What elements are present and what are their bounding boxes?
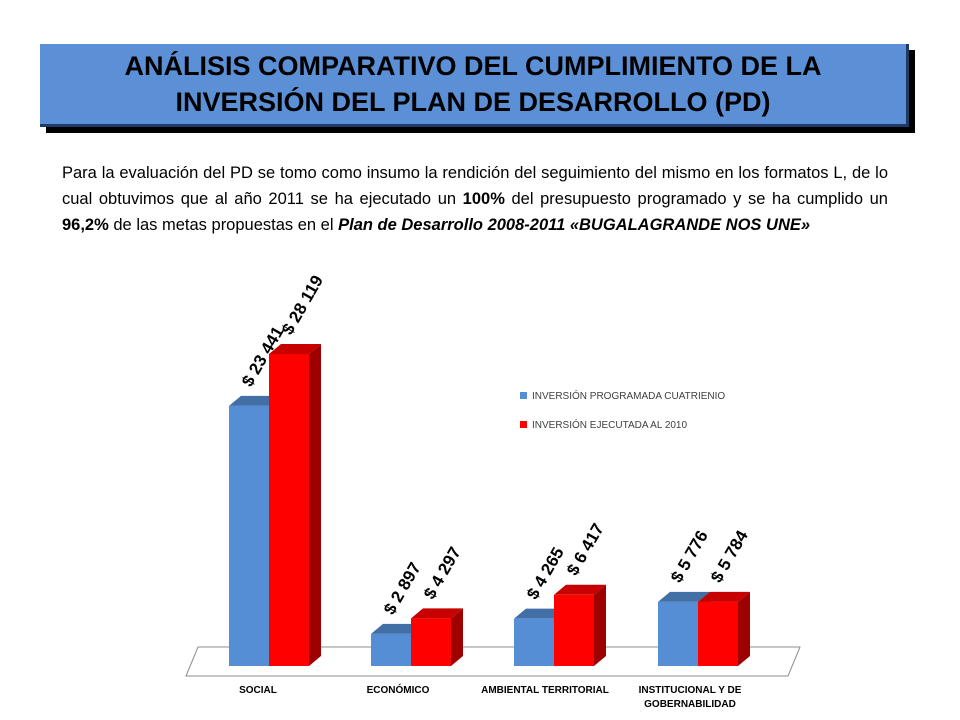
- category-label: AMBIENTAL TERRITORIAL: [481, 685, 609, 696]
- bar-front: [269, 354, 309, 666]
- legend-label: INVERSIÓN EJECUTADA AL 2010: [532, 418, 687, 431]
- bar-front: [371, 633, 411, 666]
- page-title-line-1: ANÁLISIS COMPARATIVO DEL CUMPLIMIENTO DE…: [124, 51, 822, 81]
- intro-pct-budget: 100%: [462, 190, 505, 208]
- bar-top: [371, 623, 423, 634]
- legend-label: INVERSIÓN PROGRAMADA CUATRIENIO: [532, 389, 725, 402]
- bar-top: [658, 591, 710, 602]
- category-label: GOBERNABILIDAD: [644, 699, 736, 710]
- data-label: $ 5 784: [707, 527, 752, 586]
- bar-side: [309, 344, 321, 666]
- bar-top: [514, 608, 566, 619]
- data-label: $ 2 897: [380, 559, 425, 618]
- bar-ejecutada-1: [411, 608, 463, 666]
- bar-ejecutada-2: [554, 584, 606, 666]
- bar-side: [738, 591, 750, 666]
- bar-front: [554, 594, 594, 666]
- intro-pct-goals: 96,2%: [62, 216, 109, 234]
- intro-text-3: de las metas propuestas en el: [108, 216, 339, 234]
- bar-side: [451, 608, 463, 666]
- title-banner: ANÁLISIS COMPARATIVO DEL CUMPLIMIENTO DE…: [40, 44, 909, 127]
- bar-front: [698, 601, 738, 666]
- chart-floor: [185, 646, 801, 677]
- category-label: SOCIAL: [239, 685, 277, 696]
- intro-plan-name: Plan de Desarrollo 2008-2011 «BUGALAGRAN…: [338, 216, 811, 234]
- bar-front: [229, 405, 269, 666]
- intro-text-2: del presupuesto programado y se ha cumpl…: [504, 190, 888, 208]
- intro-paragraph: Para la evaluación del PD se tomo como i…: [62, 160, 888, 238]
- bar-side: [594, 584, 606, 666]
- data-label: $ 6 417: [563, 520, 608, 579]
- bar-top: [229, 395, 281, 406]
- bar-top: [269, 344, 321, 354]
- data-label: $ 4 297: [420, 544, 465, 603]
- category-label: ECONÓMICO: [367, 683, 430, 696]
- bar-front: [658, 601, 698, 666]
- data-label: $ 28 119: [278, 272, 327, 338]
- legend-swatch: [520, 421, 527, 428]
- bar-ejecutada-3: [698, 591, 750, 666]
- bar-top: [554, 584, 606, 595]
- intro-text-1: Para la evaluación del PD se tomo como i…: [62, 164, 888, 208]
- category-label: INSTITUCIONAL Y DE: [639, 685, 742, 696]
- bar-front: [411, 618, 451, 666]
- bar-top: [698, 591, 750, 602]
- page-title-line-2: INVERSIÓN DEL PLAN DE DESARROLLO (PD): [175, 87, 771, 117]
- legend-swatch: [520, 392, 527, 399]
- data-label: $ 5 776: [667, 527, 712, 586]
- bar-top: [411, 608, 463, 619]
- bar-ejecutada-0: [269, 344, 321, 666]
- bar-front: [514, 618, 554, 666]
